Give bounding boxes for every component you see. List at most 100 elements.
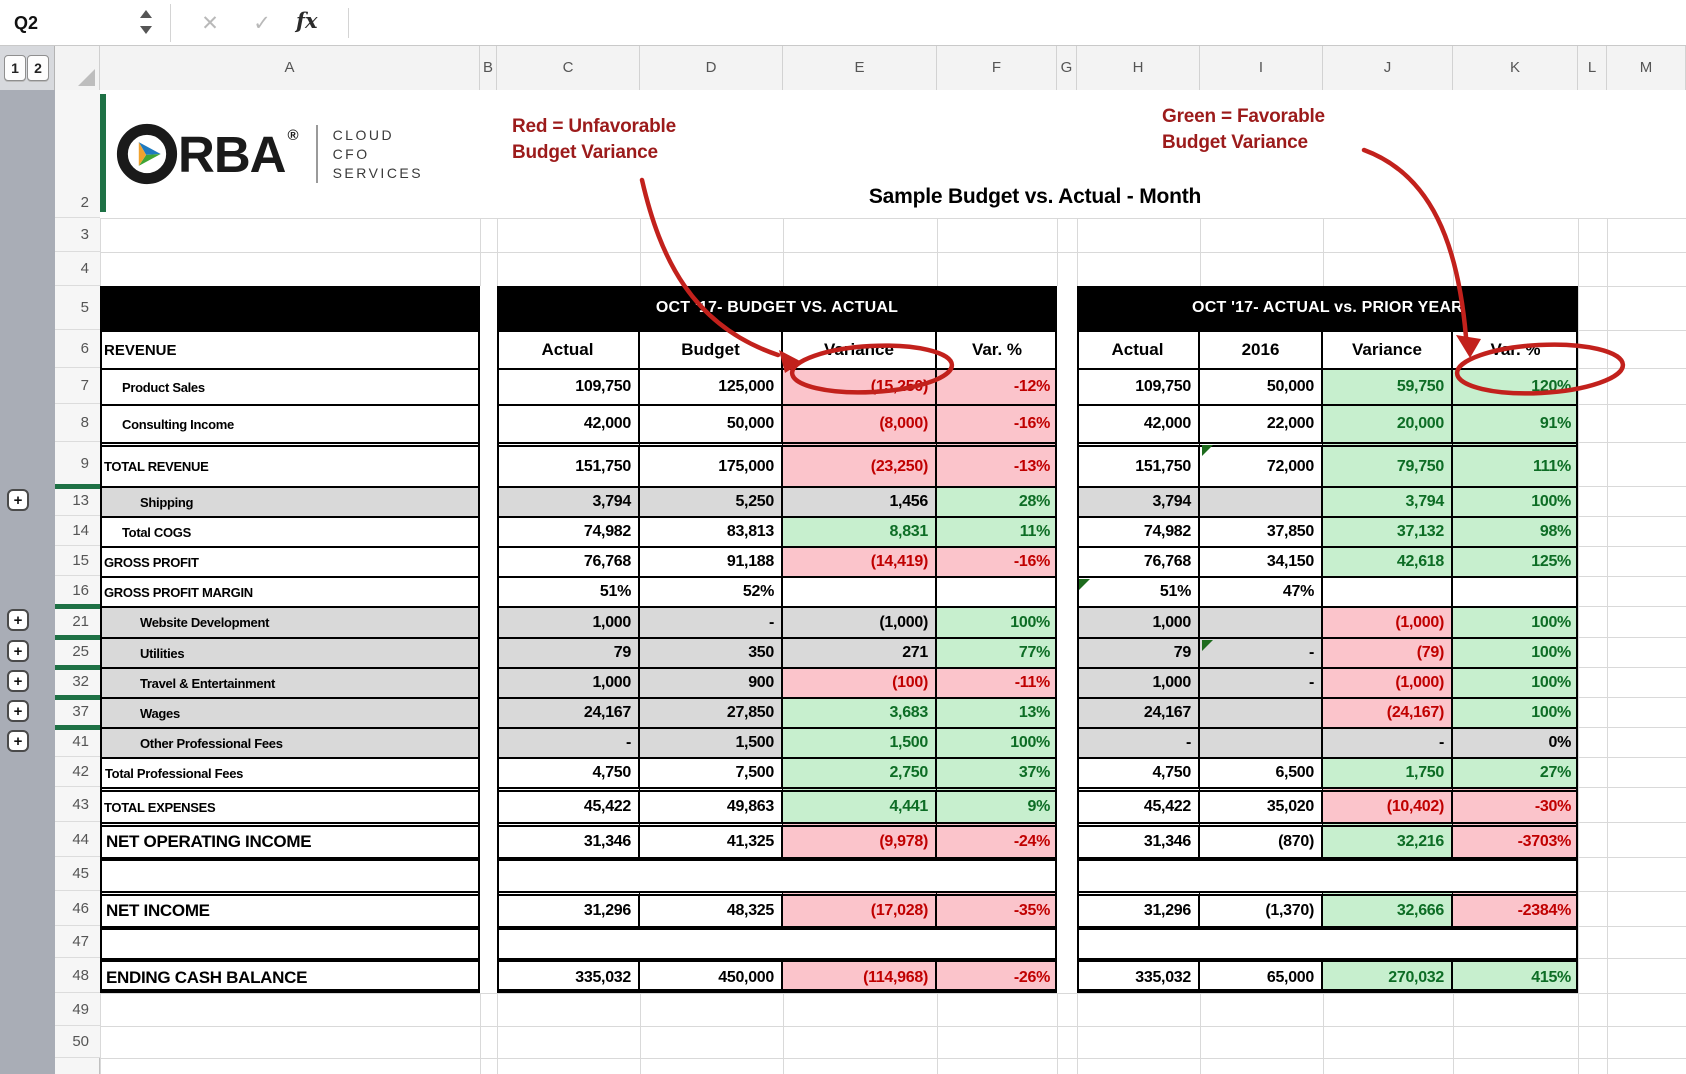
blank-row-47-block-0[interactable] xyxy=(100,926,480,958)
blank-row-47-block-1[interactable] xyxy=(497,926,1057,958)
cell-A9[interactable]: TOTAL REVENUE xyxy=(100,442,480,486)
cell-J7[interactable]: 59,750 xyxy=(1323,368,1453,404)
cell-C37[interactable]: 24,167 xyxy=(497,697,640,727)
cell-C44[interactable]: 31,346 xyxy=(497,822,640,857)
cell-A41[interactable]: Other Professional Fees xyxy=(100,727,480,757)
cell-E37[interactable]: 3,683 xyxy=(783,697,937,727)
cell-F43[interactable]: 9% xyxy=(937,787,1057,822)
cell-E6[interactable]: Variance xyxy=(783,330,937,368)
cell-F9[interactable]: -13% xyxy=(937,442,1057,486)
cell-K9[interactable]: 111% xyxy=(1453,442,1578,486)
cell-H48[interactable]: 335,032 xyxy=(1077,958,1200,993)
cell-E14[interactable]: 8,831 xyxy=(783,516,937,546)
column-header-A[interactable]: A xyxy=(100,46,480,90)
cell-K42[interactable]: 27% xyxy=(1453,757,1578,787)
cell-K6[interactable]: Var. % xyxy=(1453,330,1578,368)
row-header-7[interactable]: 7 xyxy=(55,368,100,404)
cell-D44[interactable]: 41,325 xyxy=(640,822,783,857)
row-header-3[interactable]: 3 xyxy=(55,218,100,252)
cell-K46[interactable]: -2384% xyxy=(1453,891,1578,926)
cell-J14[interactable]: 37,132 xyxy=(1323,516,1453,546)
cell-K37[interactable]: 100% xyxy=(1453,697,1578,727)
cell-F25[interactable]: 77% xyxy=(937,637,1057,667)
column-header-I[interactable]: I xyxy=(1200,46,1323,90)
cell-A25[interactable]: Utilities xyxy=(100,637,480,667)
cell-F14[interactable]: 11% xyxy=(937,516,1057,546)
cell-C21[interactable]: 1,000 xyxy=(497,606,640,637)
cell-H25[interactable]: 79 xyxy=(1077,637,1200,667)
cell-D8[interactable]: 50,000 xyxy=(640,404,783,442)
cell-A7[interactable]: Product Sales xyxy=(100,368,480,404)
cell-D37[interactable]: 27,850 xyxy=(640,697,783,727)
outline-expand-button-row-25[interactable]: + xyxy=(7,640,29,662)
cell-H9[interactable]: 151,750 xyxy=(1077,442,1200,486)
blank-row-45-block-1[interactable] xyxy=(497,857,1057,891)
cell-E46[interactable]: (17,028) xyxy=(783,891,937,926)
cell-H15[interactable]: 76,768 xyxy=(1077,546,1200,576)
row-header-2[interactable]: 2 xyxy=(55,90,100,218)
cell-A16[interactable]: GROSS PROFIT MARGIN xyxy=(100,576,480,606)
cell-D43[interactable]: 49,863 xyxy=(640,787,783,822)
cell-J37[interactable]: (24,167) xyxy=(1323,697,1453,727)
cell-D7[interactable]: 125,000 xyxy=(640,368,783,404)
cell-I37[interactable] xyxy=(1200,697,1323,727)
cell-J13[interactable]: 3,794 xyxy=(1323,486,1453,516)
cell-D6[interactable]: Budget xyxy=(640,330,783,368)
cell-K43[interactable]: -30% xyxy=(1453,787,1578,822)
row-header-21[interactable]: 21 xyxy=(55,606,100,637)
blank-row-45-block-2[interactable] xyxy=(1077,857,1578,891)
column-header-L[interactable]: L xyxy=(1578,46,1607,90)
cell-K21[interactable]: 100% xyxy=(1453,606,1578,637)
cell-F7[interactable]: -12% xyxy=(937,368,1057,404)
cell-A13[interactable]: Shipping xyxy=(100,486,480,516)
cell-I21[interactable] xyxy=(1200,606,1323,637)
cell-F8[interactable]: -16% xyxy=(937,404,1057,442)
cell-D46[interactable]: 48,325 xyxy=(640,891,783,926)
cell-D15[interactable]: 91,188 xyxy=(640,546,783,576)
cell-J6[interactable]: Variance xyxy=(1323,330,1453,368)
cell-I16[interactable]: 47% xyxy=(1200,576,1323,606)
outline-level-2-button[interactable]: 2 xyxy=(27,55,49,81)
row-header-15[interactable]: 15 xyxy=(55,546,100,576)
cell-H13[interactable]: 3,794 xyxy=(1077,486,1200,516)
cell-K7[interactable]: 120% xyxy=(1453,368,1578,404)
cell-D16[interactable]: 52% xyxy=(640,576,783,606)
cell-I48[interactable]: 65,000 xyxy=(1200,958,1323,993)
cell-C8[interactable]: 42,000 xyxy=(497,404,640,442)
cell-F21[interactable]: 100% xyxy=(937,606,1057,637)
cell-D14[interactable]: 83,813 xyxy=(640,516,783,546)
cell-F6[interactable]: Var. % xyxy=(937,330,1057,368)
cell-H32[interactable]: 1,000 xyxy=(1077,667,1200,697)
cell-E43[interactable]: 4,441 xyxy=(783,787,937,822)
column-header-E[interactable]: E xyxy=(783,46,937,90)
cell-F16[interactable] xyxy=(937,576,1057,606)
cell-F42[interactable]: 37% xyxy=(937,757,1057,787)
cell-D9[interactable]: 175,000 xyxy=(640,442,783,486)
cell-K25[interactable]: 100% xyxy=(1453,637,1578,667)
cell-A14[interactable]: Total COGS xyxy=(100,516,480,546)
cell-I13[interactable] xyxy=(1200,486,1323,516)
cell-F41[interactable]: 100% xyxy=(937,727,1057,757)
cell-I8[interactable]: 22,000 xyxy=(1200,404,1323,442)
cell-E13[interactable]: 1,456 xyxy=(783,486,937,516)
row-header-46[interactable]: 46 xyxy=(55,891,100,926)
cell-E15[interactable]: (14,419) xyxy=(783,546,937,576)
column-header-K[interactable]: K xyxy=(1453,46,1578,90)
row-header-43[interactable]: 43 xyxy=(55,787,100,822)
cell-E42[interactable]: 2,750 xyxy=(783,757,937,787)
cell-C16[interactable]: 51% xyxy=(497,576,640,606)
cell-I7[interactable]: 50,000 xyxy=(1200,368,1323,404)
column-header-D[interactable]: D xyxy=(640,46,783,90)
cell-I44[interactable]: (870) xyxy=(1200,822,1323,857)
cell-K14[interactable]: 98% xyxy=(1453,516,1578,546)
cell-J9[interactable]: 79,750 xyxy=(1323,442,1453,486)
row-header-8[interactable]: 8 xyxy=(55,404,100,442)
cell-C6[interactable]: Actual xyxy=(497,330,640,368)
cell-J32[interactable]: (1,000) xyxy=(1323,667,1453,697)
cell-H16[interactable]: 51% xyxy=(1077,576,1200,606)
cell-J15[interactable]: 42,618 xyxy=(1323,546,1453,576)
row-header-44[interactable]: 44 xyxy=(55,822,100,857)
cell-K13[interactable]: 100% xyxy=(1453,486,1578,516)
outline-level-1-button[interactable]: 1 xyxy=(4,55,26,81)
cell-K8[interactable]: 91% xyxy=(1453,404,1578,442)
